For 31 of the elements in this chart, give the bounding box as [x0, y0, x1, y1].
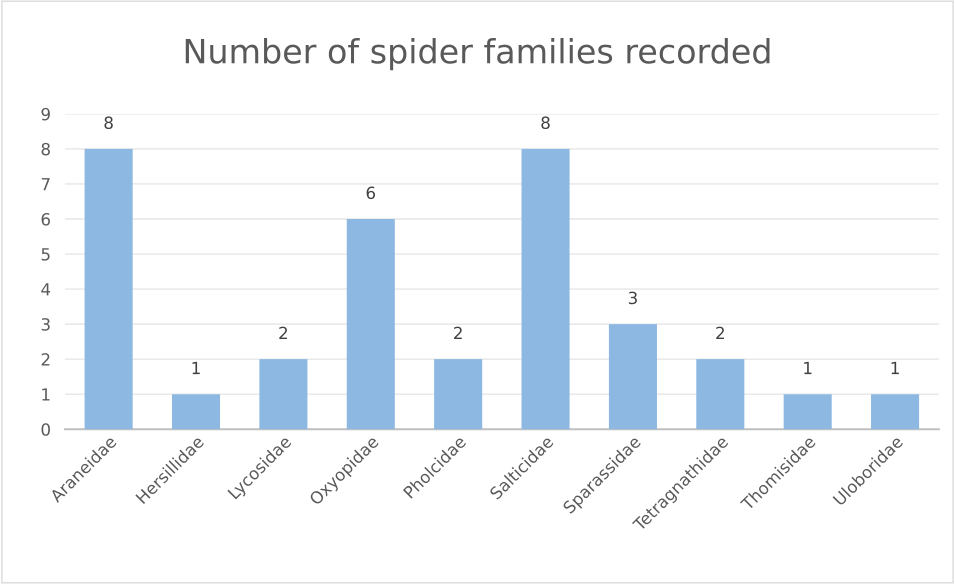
y-tick-label: 5: [42, 248, 50, 261]
data-label: 8: [541, 116, 550, 130]
bar: [84, 148, 133, 430]
data-label: 2: [454, 326, 462, 340]
y-tick-label: 7: [42, 178, 50, 190]
y-tick-label: 2: [42, 353, 50, 366]
data-label: 2: [279, 326, 288, 340]
bar: [522, 148, 570, 430]
y-tick-label: 0: [42, 423, 50, 436]
data-label: 6: [366, 186, 376, 200]
bar: [172, 394, 220, 430]
data-label: 1: [192, 362, 200, 374]
data-label: 2: [716, 326, 724, 340]
bar: [608, 324, 657, 430]
data-label: 3: [628, 292, 637, 304]
bar: [259, 359, 308, 430]
y-tick-label: 8: [42, 142, 50, 156]
bar: [346, 219, 395, 430]
data-label: 1: [892, 362, 899, 374]
y-tick-label: 1: [42, 388, 50, 401]
bar: [696, 359, 744, 430]
bar: [784, 394, 832, 430]
y-tick-label: 9: [41, 108, 50, 120]
chart-title: Number of spider families recorded: [186, 38, 770, 70]
bar: [434, 359, 482, 430]
data-label: 8: [104, 116, 113, 130]
data-label: 1: [804, 362, 812, 374]
y-tick-label: 3: [42, 318, 50, 331]
y-tick-label: 6: [42, 212, 50, 226]
y-tick-label: 4: [41, 283, 50, 296]
bar: [871, 394, 920, 430]
